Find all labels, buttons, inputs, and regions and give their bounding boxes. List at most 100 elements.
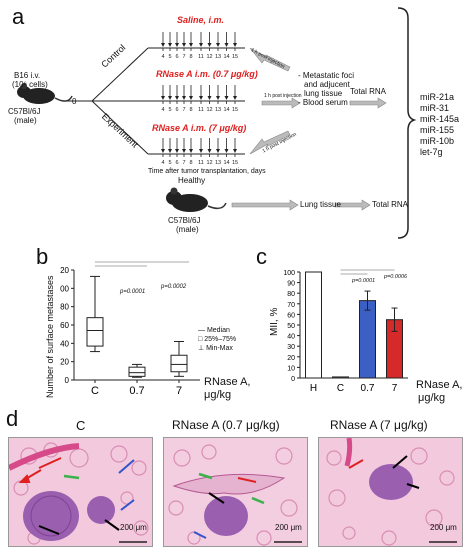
- day-tick-label: 7: [182, 160, 185, 166]
- day-tick-label: 13: [215, 54, 221, 60]
- injection-arrowhead: [161, 149, 165, 153]
- injection-arrowhead: [182, 96, 186, 100]
- start-label: B16 i.v.: [14, 71, 41, 80]
- mirna-item: let-7g: [420, 147, 443, 157]
- histology-title-control: C: [76, 418, 86, 433]
- day-tick-label: 14: [223, 160, 229, 166]
- panel-c-xlabel-2: μg/kg: [418, 392, 446, 404]
- y-tick-label: 10: [287, 365, 295, 372]
- y-tick-label: 100: [283, 270, 295, 277]
- arm-rnase-high-label: RNase A i.m. (7 μg/kg): [152, 123, 247, 133]
- panel-c-p1: p=0.0001: [352, 278, 376, 284]
- day-tick-label: 6: [175, 160, 178, 166]
- day-tick-label: 12: [206, 160, 212, 166]
- box-legend: — Median □ 25%–75% ⊥ Min-Max: [198, 326, 236, 353]
- arm-rnase-low-label: RNase A i.m. (0.7 μg/kg): [156, 69, 258, 79]
- injection-arrowhead: [161, 96, 165, 100]
- outcome-2: and adjucent: [304, 80, 350, 89]
- arrow-total-rna-2: [334, 199, 371, 211]
- arrow-rnase-high: [249, 130, 291, 155]
- healthy-sex: (male): [176, 225, 199, 234]
- x-tick-label: 7: [176, 385, 182, 397]
- outcome-4: - Blood serum: [298, 98, 348, 107]
- mouse-sex: (male): [14, 116, 37, 125]
- injection-arrowhead: [199, 149, 203, 153]
- mirna-item: miR-21a: [420, 92, 455, 102]
- histology-title-rnase-low: RNase A (0.7 μg/kg): [172, 418, 280, 432]
- injection-arrowhead: [175, 96, 179, 100]
- day-tick-label: 6: [175, 54, 178, 60]
- lung-tissue-label: Lung tissue: [300, 200, 341, 209]
- x-tick-label: 0.7: [361, 383, 375, 394]
- x-tick-label: 0.7: [129, 385, 144, 397]
- histology-image-rnase-high: [318, 437, 463, 547]
- panel-c-letter: c: [256, 244, 267, 269]
- x-tick-label: 7: [392, 383, 398, 394]
- legend-minmax-icon: ⊥: [198, 345, 205, 352]
- injection-arrowhead: [189, 149, 193, 153]
- injection-arrowhead: [199, 96, 203, 100]
- histology-image-control: [8, 437, 153, 547]
- mirna-item: miR-155: [420, 125, 455, 135]
- y-tick-label: 40: [60, 339, 69, 348]
- injection-arrowhead: [175, 43, 179, 47]
- post-injection-2: 1 h post injection: [264, 93, 302, 99]
- panel-b-ylabel: Number of surface metastases: [45, 275, 55, 398]
- x-tick-label: C: [337, 383, 344, 394]
- panel-b-letter: b: [36, 244, 49, 269]
- mirna-item: miR-31: [420, 103, 450, 113]
- histology-title-rnase-high: RNase A (7 μg/kg): [330, 418, 428, 432]
- injection-arrowhead: [189, 43, 193, 47]
- y-tick-label: 0: [291, 376, 295, 383]
- day-tick-label: 12: [206, 54, 212, 60]
- y-tick-label: 20: [287, 355, 295, 362]
- injection-arrowhead: [161, 43, 165, 47]
- day-tick-label: 8: [189, 54, 192, 60]
- y-tick-label: 60: [60, 321, 69, 330]
- injection-arrowhead: [175, 149, 179, 153]
- legend-minmax: Min-Max: [206, 345, 233, 352]
- scale-bar-control: 200 μm: [120, 523, 147, 532]
- outcome-1: - Metastatic foci: [298, 71, 355, 80]
- day-tick-label: 5: [168, 107, 171, 113]
- injection-arrowhead: [182, 149, 186, 153]
- day-tick-label: 15: [232, 107, 238, 113]
- arm-saline-label: Saline, i.m.: [177, 15, 225, 25]
- day-tick-label: 7: [182, 54, 185, 60]
- mirna-item: miR-145a: [420, 114, 460, 124]
- injection-arrowhead: [233, 149, 237, 153]
- y-tick-label: 100: [60, 284, 70, 293]
- panel-b-xlabel-2: μg/kg: [204, 389, 232, 401]
- injection-arrowhead: [224, 149, 229, 153]
- injection-arrowhead: [168, 43, 172, 47]
- time-zero: 0: [72, 97, 77, 106]
- injection-arrowhead: [168, 96, 172, 100]
- arrow-lung-tissue: [231, 199, 299, 211]
- day-tick-label: 5: [168, 54, 171, 60]
- bar-chart: 0 10 20 30 40 50 60 70 80 90 100 H C 0.7 7: [283, 269, 408, 394]
- injection-arrowhead: [224, 43, 229, 47]
- box: [170, 354, 188, 373]
- injection-arrowhead: [168, 149, 172, 153]
- day-tick-label: 6: [175, 107, 178, 113]
- y-tick-label: 80: [60, 303, 69, 312]
- cells-label: (10⁶ cells): [12, 80, 48, 89]
- panel-b-p1: p=0.0001: [120, 289, 146, 295]
- day-tick-label: 15: [232, 54, 238, 60]
- injection-arrowhead: [216, 96, 220, 100]
- injection-arrowhead: [207, 149, 212, 153]
- x-tick-label: C: [91, 385, 99, 397]
- box: [86, 317, 104, 347]
- panel-c-xlabel-1: RNase A,: [416, 379, 463, 391]
- arrow-total-rna: [349, 97, 387, 109]
- injection-arrowhead: [233, 96, 237, 100]
- injection-arrowhead: [233, 43, 237, 47]
- arrow-saline: [249, 47, 291, 72]
- day-tick-label: 5: [168, 160, 171, 166]
- day-tick-label: 4: [161, 107, 164, 113]
- day-tick-label: 8: [189, 107, 192, 113]
- panel-d-letter: d: [6, 406, 19, 431]
- panel-c-p2: p=0.0006: [384, 274, 408, 280]
- day-tick-label: 15: [232, 160, 238, 166]
- scale-bar-rnase-low: 200 μm: [275, 523, 302, 532]
